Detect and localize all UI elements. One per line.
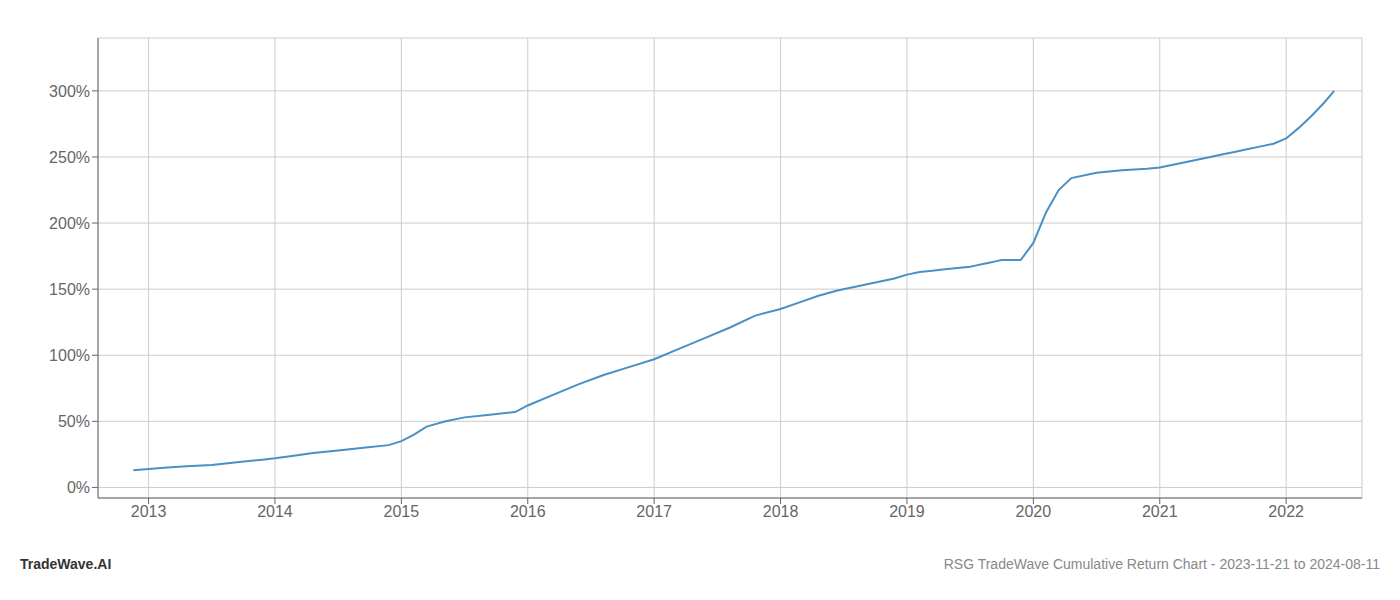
html-text:RSG TradeWave Cumulative Retur: RSG TradeWave Cumulative Return Chart - … — [943, 556, 1380, 572]
svg-text:300%: 300% — [49, 83, 90, 100]
svg-text:2020: 2020 — [1016, 503, 1052, 520]
svg-text:2017: 2017 — [636, 503, 672, 520]
svg-text:0%: 0% — [67, 479, 90, 496]
svg-text:150%: 150% — [49, 281, 90, 298]
svg-text:2014: 2014 — [257, 503, 293, 520]
svg-text:50%: 50% — [58, 413, 90, 430]
svg-text:100%: 100% — [49, 347, 90, 364]
svg-text:2018: 2018 — [763, 503, 799, 520]
svg-text:2013: 2013 — [131, 503, 167, 520]
html-text:TradeWave.AI: TradeWave.AI — [20, 556, 112, 572]
svg-text:2019: 2019 — [889, 503, 925, 520]
svg-text:200%: 200% — [49, 215, 90, 232]
svg-text:2015: 2015 — [384, 503, 420, 520]
svg-text:250%: 250% — [49, 149, 90, 166]
svg-text:2016: 2016 — [510, 503, 546, 520]
svg-text:2022: 2022 — [1268, 503, 1304, 520]
svg-text:2021: 2021 — [1142, 503, 1178, 520]
